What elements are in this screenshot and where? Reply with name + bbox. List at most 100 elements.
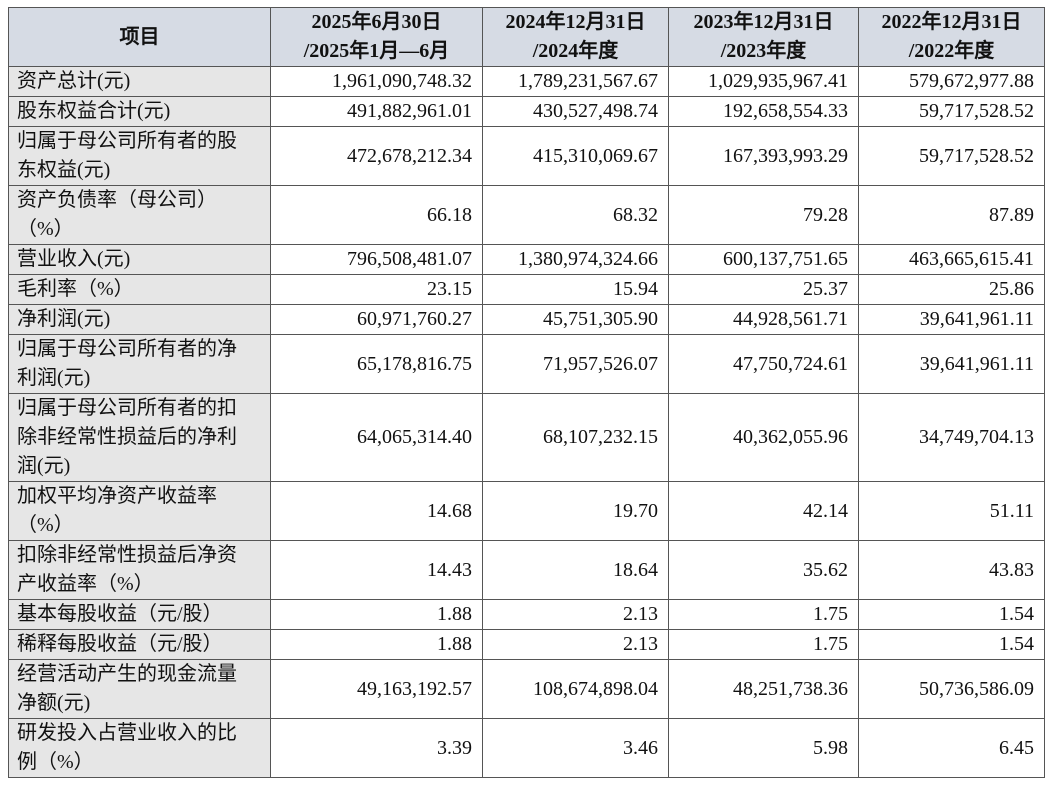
cell-value: 59,717,528.52 <box>858 96 1045 127</box>
cell-value: 600,137,751.65 <box>668 244 859 275</box>
cell-value: 1,961,090,748.32 <box>270 66 483 97</box>
table-body: 资产总计(元) 1,961,090,748.32 1,789,231,567.67 1… <box>8 66 1045 778</box>
row-label: 研发投入占营业收入的比例（%） <box>8 718 271 778</box>
row-label: 营业收入(元) <box>8 244 271 275</box>
header-line: 2025年6月30日 <box>311 11 442 33</box>
row-label: 归属于母公司所有者的扣除非经常性损益后的净利润(元) <box>8 393 271 482</box>
cell-value: 1.88 <box>270 629 483 660</box>
header-line: /2022年度 <box>908 40 995 62</box>
cell-value: 1.88 <box>270 599 483 630</box>
cell-value: 1,789,231,567.67 <box>482 66 669 97</box>
cell-value: 18.64 <box>482 540 669 600</box>
cell-value: 50,736,586.09 <box>858 659 1045 719</box>
table-row: 股东权益合计(元) 491,882,961.01 430,527,498.74 192… <box>8 96 1045 127</box>
cell-value: 1.54 <box>858 629 1045 660</box>
row-label: 资产总计(元) <box>8 66 271 97</box>
table-row: 归属于母公司所有者的净利润(元) 65,178,816.75 71,957,526.… <box>8 334 1045 394</box>
cell-value: 43.83 <box>858 540 1045 600</box>
cell-value: 47,750,724.61 <box>668 334 859 394</box>
financial-table: 项目 2025年6月30日/2025年1月—6月 2024年12月31日/2024… <box>8 7 1045 778</box>
table-row: 扣除非经常性损益后净资产收益率（%） 14.43 18.64 35.62 43.83 <box>8 540 1045 600</box>
cell-value: 60,971,760.27 <box>270 304 483 335</box>
row-label: 毛利率（%） <box>8 274 271 305</box>
cell-value: 25.37 <box>668 274 859 305</box>
cell-value: 1.54 <box>858 599 1045 630</box>
header-line: /2025年1月—6月 <box>303 40 450 62</box>
cell-value: 40,362,055.96 <box>668 393 859 482</box>
cell-value: 14.68 <box>270 481 483 541</box>
cell-value: 1,029,935,967.41 <box>668 66 859 97</box>
cell-value: 796,508,481.07 <box>270 244 483 275</box>
header-cell: 2024年12月31日/2024年度 <box>482 7 669 67</box>
cell-value: 3.39 <box>270 718 483 778</box>
row-label: 基本每股收益（元/股） <box>8 599 271 630</box>
row-label: 经营活动产生的现金流量净额(元) <box>8 659 271 719</box>
cell-value: 71,957,526.07 <box>482 334 669 394</box>
cell-value: 45,751,305.90 <box>482 304 669 335</box>
cell-value: 3.46 <box>482 718 669 778</box>
table-row: 归属于母公司所有者的股东权益(元) 472,678,212.34 415,310,0… <box>8 126 1045 186</box>
cell-value: 579,672,977.88 <box>858 66 1045 97</box>
cell-value: 6.45 <box>858 718 1045 778</box>
cell-value: 79.28 <box>668 185 859 245</box>
table-row: 净利润(元) 60,971,760.27 45,751,305.90 44,928,5… <box>8 304 1045 335</box>
cell-value: 65,178,816.75 <box>270 334 483 394</box>
cell-value: 14.43 <box>270 540 483 600</box>
header-cell: 2025年6月30日/2025年1月—6月 <box>270 7 483 67</box>
table-row: 资产总计(元) 1,961,090,748.32 1,789,231,567.67 1… <box>8 66 1045 97</box>
cell-value: 5.98 <box>668 718 859 778</box>
row-label: 扣除非经常性损益后净资产收益率（%） <box>8 540 271 600</box>
cell-value: 167,393,993.29 <box>668 126 859 186</box>
row-label: 归属于母公司所有者的净利润(元) <box>8 334 271 394</box>
header-item: 项目 <box>8 7 271 67</box>
table-row: 资产负债率（母公司）（%） 66.18 68.32 79.28 87.89 <box>8 185 1045 245</box>
cell-value: 49,163,192.57 <box>270 659 483 719</box>
cell-value: 66.18 <box>270 185 483 245</box>
cell-value: 44,928,561.71 <box>668 304 859 335</box>
header-line: 2023年12月31日 <box>693 11 834 33</box>
table-row: 营业收入(元) 796,508,481.07 1,380,974,324.66 600… <box>8 244 1045 275</box>
row-label: 资产负债率（母公司）（%） <box>8 185 271 245</box>
cell-value: 1.75 <box>668 599 859 630</box>
cell-value: 2.13 <box>482 629 669 660</box>
header-cell: 2022年12月31日/2022年度 <box>858 7 1045 67</box>
cell-value: 491,882,961.01 <box>270 96 483 127</box>
table-row: 加权平均净资产收益率（%） 14.68 19.70 42.14 51.11 <box>8 481 1045 541</box>
header-line: /2023年度 <box>720 40 807 62</box>
cell-value: 87.89 <box>858 185 1045 245</box>
row-label: 稀释每股收益（元/股） <box>8 629 271 660</box>
header-row: 项目 2025年6月30日/2025年1月—6月 2024年12月31日/2024… <box>8 7 1045 67</box>
cell-value: 59,717,528.52 <box>858 126 1045 186</box>
cell-value: 48,251,738.36 <box>668 659 859 719</box>
table-row: 毛利率（%） 23.15 15.94 25.37 25.86 <box>8 274 1045 305</box>
table-row: 经营活动产生的现金流量净额(元) 49,163,192.57 108,674,898… <box>8 659 1045 719</box>
cell-value: 472,678,212.34 <box>270 126 483 186</box>
cell-value: 68.32 <box>482 185 669 245</box>
row-label: 净利润(元) <box>8 304 271 335</box>
cell-value: 51.11 <box>858 481 1045 541</box>
cell-value: 430,527,498.74 <box>482 96 669 127</box>
table-row: 稀释每股收益（元/股） 1.88 2.13 1.75 1.54 <box>8 629 1045 660</box>
header-line: 2022年12月31日 <box>881 11 1022 33</box>
cell-value: 15.94 <box>482 274 669 305</box>
cell-value: 39,641,961.11 <box>858 334 1045 394</box>
header-line: 2024年12月31日 <box>505 11 646 33</box>
cell-value: 25.86 <box>858 274 1045 305</box>
row-label: 归属于母公司所有者的股东权益(元) <box>8 126 271 186</box>
header-cell: 2023年12月31日/2023年度 <box>668 7 859 67</box>
cell-value: 19.70 <box>482 481 669 541</box>
cell-value: 34,749,704.13 <box>858 393 1045 482</box>
row-label: 股东权益合计(元) <box>8 96 271 127</box>
cell-value: 2.13 <box>482 599 669 630</box>
cell-value: 1.75 <box>668 629 859 660</box>
cell-value: 68,107,232.15 <box>482 393 669 482</box>
cell-value: 108,674,898.04 <box>482 659 669 719</box>
cell-value: 415,310,069.67 <box>482 126 669 186</box>
table-wrap: 项目 2025年6月30日/2025年1月—6月 2024年12月31日/2024… <box>8 7 1045 778</box>
table-row: 基本每股收益（元/股） 1.88 2.13 1.75 1.54 <box>8 599 1045 630</box>
cell-value: 23.15 <box>270 274 483 305</box>
cell-value: 35.62 <box>668 540 859 600</box>
cell-value: 463,665,615.41 <box>858 244 1045 275</box>
header-line: /2024年度 <box>532 40 619 62</box>
